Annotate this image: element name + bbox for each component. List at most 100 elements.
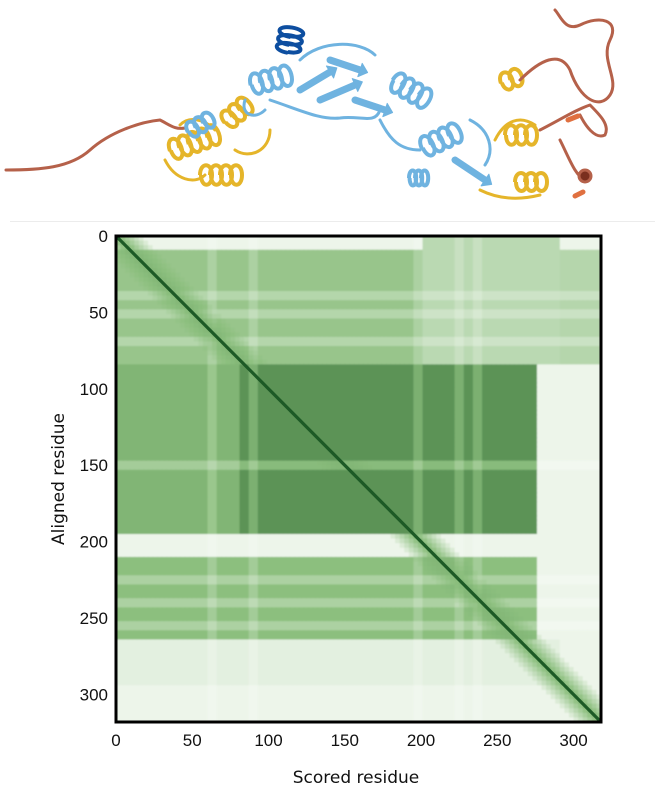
heatmap-cell xyxy=(482,405,488,411)
heatmap-cell xyxy=(271,442,277,448)
heatmap-cell xyxy=(532,318,538,324)
heatmap-cell xyxy=(202,300,209,306)
heatmap-cell xyxy=(381,272,387,278)
heatmap-cell xyxy=(468,327,474,333)
heatmap-cell xyxy=(541,258,547,265)
heatmap-cell xyxy=(221,446,227,453)
heatmap-cell xyxy=(166,295,172,301)
heatmap-cell xyxy=(486,446,492,453)
heatmap-cell xyxy=(404,254,410,260)
heatmap-cell xyxy=(317,309,323,315)
heatmap-cell xyxy=(234,382,241,388)
heatmap-cell xyxy=(308,291,314,297)
heatmap-cell xyxy=(395,272,401,278)
heatmap-cell xyxy=(257,382,264,388)
heatmap-cell xyxy=(134,277,140,283)
heatmap-cell xyxy=(216,277,222,283)
heatmap-cell xyxy=(143,236,149,242)
heatmap-cell xyxy=(427,249,433,255)
heatmap-cell xyxy=(276,295,282,301)
heatmap-cell xyxy=(573,332,579,338)
heatmap-cell xyxy=(289,396,296,402)
heatmap-cell xyxy=(212,446,218,453)
heatmap-cell xyxy=(257,300,264,306)
heatmap-cell xyxy=(463,364,469,370)
heatmap-cell xyxy=(477,423,483,430)
heatmap-cell xyxy=(276,364,282,370)
heatmap-cell xyxy=(125,428,131,434)
heatmap-cell xyxy=(358,350,364,356)
heatmap-cell xyxy=(161,446,167,453)
heatmap-cell xyxy=(385,446,392,453)
heatmap-cell xyxy=(358,378,364,384)
heatmap-cell xyxy=(148,428,154,434)
heatmap-cell xyxy=(244,313,250,320)
heatmap-cell xyxy=(500,309,506,315)
heatmap-cell xyxy=(340,295,346,301)
heatmap-cell xyxy=(445,391,451,398)
heatmap-cell xyxy=(120,272,126,278)
heatmap-cell xyxy=(431,387,437,393)
heatmap-cell xyxy=(134,272,140,278)
heatmap-cell xyxy=(587,423,593,430)
heatmap-cell xyxy=(285,304,291,310)
heatmap-cell xyxy=(152,332,158,338)
heatmap-cell xyxy=(504,277,511,283)
heatmap-cell xyxy=(129,410,135,416)
heatmap-cell xyxy=(582,428,588,434)
heatmap-cell xyxy=(175,359,181,365)
heatmap-cell xyxy=(125,401,131,407)
heatmap-cell xyxy=(408,396,415,402)
heatmap-cell xyxy=(340,249,346,255)
heatmap-cell xyxy=(134,327,140,333)
heatmap-cell xyxy=(193,437,199,443)
heatmap-cell xyxy=(399,346,405,352)
heatmap-cell xyxy=(335,245,341,251)
heatmap-cell xyxy=(353,423,360,430)
heatmap-cell xyxy=(454,332,460,338)
heatmap-cell xyxy=(189,304,195,310)
heatmap-cell xyxy=(289,291,296,297)
heatmap-cell xyxy=(143,355,149,361)
heatmap-cell xyxy=(385,313,392,320)
heatmap-cell xyxy=(152,327,158,333)
heatmap-cell xyxy=(116,437,122,443)
heatmap-cell xyxy=(262,373,268,379)
heatmap-cell xyxy=(134,281,140,288)
heatmap-cell xyxy=(239,240,245,246)
heatmap-cell xyxy=(486,281,492,288)
heatmap-cell xyxy=(138,437,145,443)
heatmap-cell xyxy=(491,277,497,283)
heatmap-cell xyxy=(184,414,190,420)
heatmap-cell xyxy=(518,437,524,443)
heatmap-cell xyxy=(189,355,195,361)
heatmap-cell xyxy=(431,437,437,443)
heatmap-cell xyxy=(244,263,250,269)
heatmap-cell xyxy=(280,309,286,315)
heatmap-cell xyxy=(422,309,428,315)
heatmap-cell xyxy=(367,332,373,338)
heatmap-cell xyxy=(244,423,250,430)
heatmap-cell xyxy=(317,268,323,274)
heatmap-cell xyxy=(573,410,579,416)
heatmap-cell xyxy=(244,396,250,402)
heatmap-cell xyxy=(395,277,401,283)
heatmap-cell xyxy=(198,433,204,439)
heatmap-cell xyxy=(495,396,501,402)
heatmap-cell xyxy=(518,419,524,425)
heatmap-cell xyxy=(353,355,360,361)
heatmap-cell xyxy=(427,341,433,347)
heatmap-cell xyxy=(468,304,474,310)
heatmap-cell xyxy=(244,291,250,297)
heatmap-cell xyxy=(463,336,469,343)
heatmap-cell xyxy=(477,304,483,310)
heatmap-cell xyxy=(303,401,309,407)
heatmap-cell xyxy=(353,291,360,297)
heatmap-cell xyxy=(331,304,337,310)
heatmap-cell xyxy=(596,258,601,265)
heatmap-cell xyxy=(564,245,570,251)
heatmap-cell xyxy=(184,249,190,255)
heatmap-cell xyxy=(399,268,405,274)
heatmap-cell xyxy=(152,336,158,343)
heatmap-cell xyxy=(125,281,131,288)
